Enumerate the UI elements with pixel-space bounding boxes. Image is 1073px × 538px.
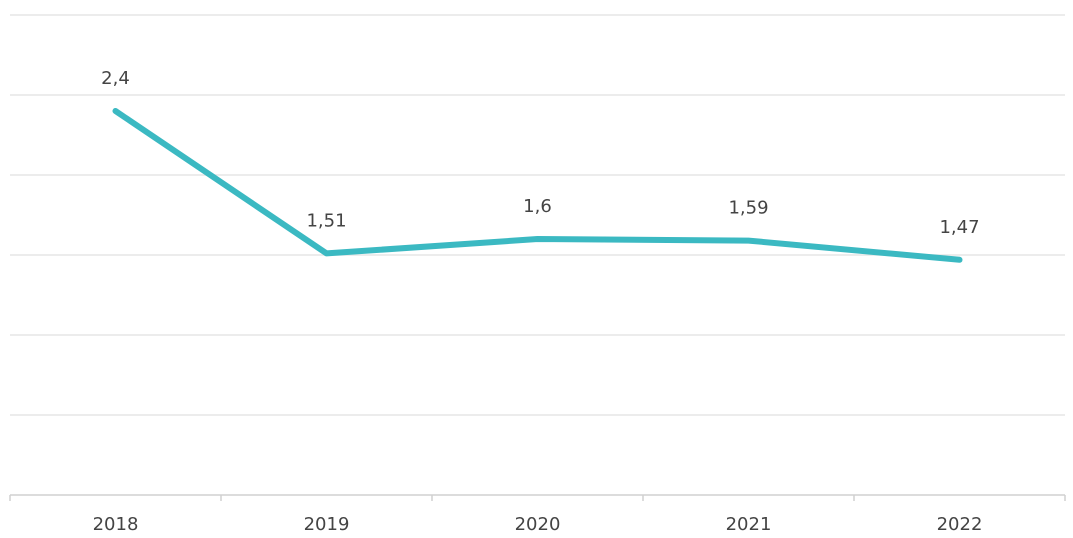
x-tick-label: 2019 — [304, 514, 350, 535]
x-tick-label: 2018 — [93, 514, 139, 535]
data-label: 1,47 — [939, 217, 979, 238]
x-tick-label: 2021 — [726, 514, 772, 535]
data-label: 1,59 — [728, 198, 768, 219]
data-label: 1,6 — [523, 196, 552, 217]
x-tick-label: 2022 — [937, 514, 983, 535]
data-label: 2,4 — [101, 68, 130, 89]
line — [112, 108, 963, 263]
data-label: 1,51 — [306, 210, 346, 231]
x-tick-label: 2020 — [515, 514, 561, 535]
